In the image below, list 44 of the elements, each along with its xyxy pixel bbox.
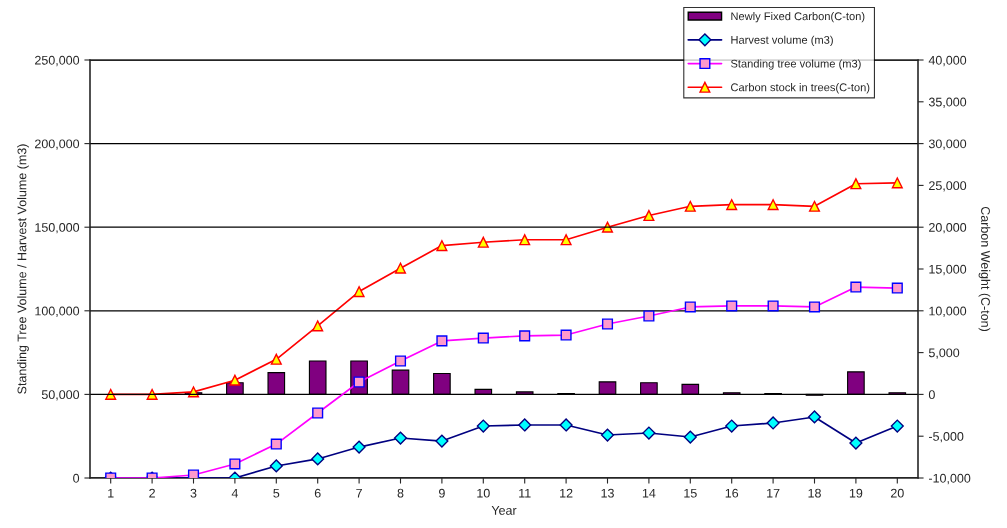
x-tick-label: 14 [642,488,656,498]
y-tick-label: 50,000 [41,390,80,401]
x-tick-label: 20 [890,488,904,498]
y2-tick-label: 5,000 [928,348,960,359]
y2-tick-label: 0 [928,390,935,400]
x-tick-label: 19 [849,488,863,498]
x-tick-label: 12 [560,488,573,498]
legend-label: Harvest volume (m3) [731,35,833,47]
y2-tick-label: 10,000 [929,306,967,317]
x-tick-label: 2 [149,488,155,498]
x-tick-label: 5 [273,488,280,498]
x-tick-label: 10 [477,488,490,498]
y-tick-label: 100,000 [35,306,80,317]
y2-tick-label: -10,000 [928,473,971,485]
x-tick-label: 15 [684,488,697,498]
y2-axis-title: Carbon Weight (C-ton) [978,206,991,331]
x-tick-label: 7 [356,488,362,498]
y2-tick-label: 25,000 [929,181,967,192]
x-tick-label: 1 [108,488,114,498]
x-tick-label: 13 [601,488,614,498]
x-tick-label: 6 [314,488,321,498]
y2-tick-label: -5,000 [928,432,964,443]
x-tick-label: 9 [439,488,445,498]
legend-label: Carbon stock in trees(C-ton) [731,83,870,94]
x-tick-label: 4 [231,488,239,498]
y-tick-label: 250,000 [35,55,80,67]
legend-label: Standing tree volume (m3) [730,59,861,70]
x-tick-label: 17 [767,488,780,498]
x-tick-label: 11 [519,488,531,498]
y2-tick-label: 30,000 [928,139,967,150]
y-axis-title: Standing Tree Volume / Harvest Volume (m3) [17,144,29,394]
legend-label: Newly Fixed Carbon(C-ton) [731,12,865,23]
y2-tick-label: 20,000 [929,223,967,234]
y-tick-label: 0 [73,473,80,483]
y-tick-label: 200,000 [35,139,80,150]
y2-tick-label: 35,000 [928,97,967,108]
x-tick-label: 16 [725,488,739,498]
x-tick-label: 8 [397,488,404,498]
y2-tick-label: 40,000 [928,55,967,67]
y-tick-label: 150,000 [35,223,80,234]
x-tick-label: 18 [808,488,821,498]
x-tick-label: 3 [190,488,197,498]
y2-tick-label: 15,000 [929,264,967,276]
x-axis-title: Year [491,506,517,515]
